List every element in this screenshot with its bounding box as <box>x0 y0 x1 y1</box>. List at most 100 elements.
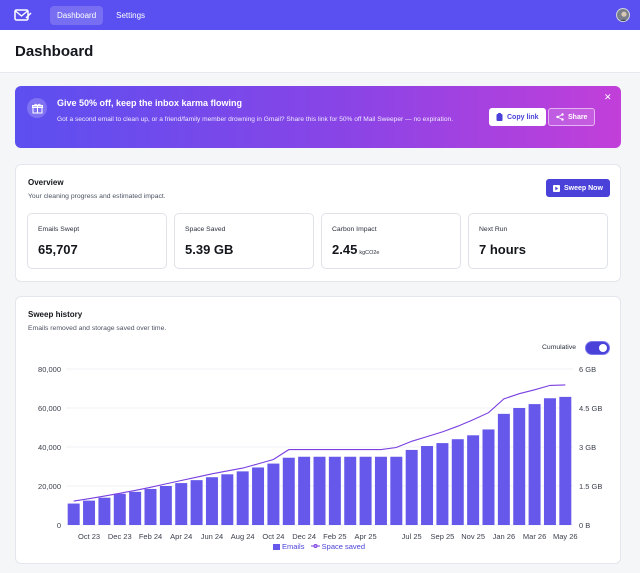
x-tick-label: Apr 24 <box>170 532 192 541</box>
y-right-tick-label: 1.5 GB <box>579 482 602 491</box>
chart-bar[interactable] <box>513 408 526 525</box>
share-button[interactable]: Share <box>548 108 596 126</box>
chart-bar[interactable] <box>359 456 372 525</box>
sweep-now-label: Sweep Now <box>564 184 603 192</box>
chart-bar[interactable] <box>497 413 510 525</box>
x-tick-label: Mar 26 <box>523 532 546 541</box>
chart-bar[interactable] <box>559 396 572 525</box>
sweep-now-button[interactable]: Sweep Now <box>546 179 610 197</box>
x-tick-label: Nov 25 <box>461 532 485 541</box>
x-tick-label: Dec 24 <box>292 532 316 541</box>
chart-bar[interactable] <box>467 435 480 525</box>
stat-value: 65,707 <box>38 242 78 257</box>
y-left-tick-label: 80,000 <box>38 365 61 374</box>
page-title: Dashboard <box>15 43 94 60</box>
chart-bar[interactable] <box>67 503 80 525</box>
chart-bar[interactable] <box>405 449 418 525</box>
top-navbar: Dashboard Settings <box>0 0 640 30</box>
x-tick-label: Feb 24 <box>139 532 162 541</box>
legend-emails[interactable]: Emails <box>272 542 304 551</box>
chart-bar[interactable] <box>205 477 218 525</box>
chart-bar[interactable] <box>175 483 188 525</box>
user-avatar[interactable] <box>616 8 630 22</box>
stat-space-saved: Space Saved 5.39 GB <box>174 213 314 269</box>
chart-bar[interactable] <box>159 486 172 525</box>
chart-bar[interactable] <box>298 456 311 525</box>
y-left-tick-label: 0 <box>57 521 61 530</box>
tab-dashboard[interactable]: Dashboard <box>50 5 104 25</box>
x-tick-label: Jul 25 <box>402 532 422 541</box>
x-tick-label: Oct 23 <box>78 532 100 541</box>
overview-subtitle: Your cleaning progress and estimated imp… <box>28 193 166 200</box>
stat-carbon-impact: Carbon Impact 2.45 kgCO2e <box>321 213 461 269</box>
stat-emails-swept: Emails Swept 65,707 <box>27 213 167 269</box>
y-right-tick-label: 6 GB <box>579 365 596 374</box>
gift-icon <box>27 98 47 118</box>
y-left-tick-label: 20,000 <box>38 482 61 491</box>
chart-bar[interactable] <box>344 456 357 525</box>
share-icon <box>556 113 564 121</box>
chart-bar[interactable] <box>190 480 203 525</box>
chart-bar[interactable] <box>221 474 234 525</box>
history-subtitle: Emails removed and storage saved over ti… <box>28 325 167 332</box>
chart-bar[interactable] <box>436 443 449 525</box>
y-right-tick-label: 0 B <box>579 521 590 530</box>
chart-bar[interactable] <box>98 497 111 525</box>
y-left-tick-label: 60,000 <box>38 404 61 413</box>
x-tick-label: Sep 25 <box>431 532 455 541</box>
toggle-knob <box>599 344 607 352</box>
chart-bar[interactable] <box>236 471 249 525</box>
history-title: Sweep history <box>28 310 83 319</box>
stat-label: Emails Swept <box>38 226 80 233</box>
y-left-tick-label: 40,000 <box>38 443 61 452</box>
copy-link-button[interactable]: Copy link <box>489 108 546 126</box>
chart-bar[interactable] <box>282 457 295 525</box>
chart-bar[interactable] <box>252 467 265 525</box>
x-tick-label: Apr 25 <box>355 532 377 541</box>
stat-value: 7 hours <box>479 242 526 257</box>
chart-bar[interactable] <box>528 404 541 525</box>
chart-bar[interactable] <box>543 398 556 525</box>
promo-title: Give 50% off, keep the inbox karma flowi… <box>57 98 243 108</box>
chart-bar[interactable] <box>267 463 280 525</box>
overview-title: Overview <box>28 178 64 187</box>
chart-bar[interactable] <box>451 439 464 525</box>
referral-banner: Give 50% off, keep the inbox karma flowi… <box>15 86 621 148</box>
chart-bar[interactable] <box>390 456 403 525</box>
x-tick-label: May 26 <box>553 532 578 541</box>
mail-sweeper-logo-icon[interactable] <box>14 7 32 23</box>
cumulative-toggle[interactable] <box>585 341 610 355</box>
play-icon <box>553 184 560 192</box>
tab-settings[interactable]: Settings <box>116 10 146 20</box>
chart-bar[interactable] <box>482 429 495 525</box>
x-tick-label: Oct 24 <box>262 532 284 541</box>
chart-bar[interactable] <box>313 456 326 525</box>
chart-bar[interactable] <box>421 446 434 525</box>
stat-value: 2.45 kgCO2e <box>332 242 380 257</box>
chart-bar[interactable] <box>113 493 126 525</box>
x-tick-label: Jun 24 <box>201 532 224 541</box>
overview-card: Overview Your cleaning progress and esti… <box>15 164 621 282</box>
page-header: Dashboard <box>0 30 640 73</box>
chart-bar[interactable] <box>83 500 96 525</box>
clipboard-icon <box>496 113 503 121</box>
close-icon[interactable]: ✕ <box>604 92 612 102</box>
legend-space-saved[interactable]: Space saved <box>310 542 365 551</box>
stat-label: Carbon Impact <box>332 226 377 233</box>
stat-value: 5.39 GB <box>185 242 234 257</box>
stat-unit: kgCO2e <box>359 250 380 256</box>
x-tick-label: Jan 26 <box>493 532 516 541</box>
x-tick-label: Aug 24 <box>231 532 255 541</box>
chart-bar[interactable] <box>328 456 341 525</box>
chart-legend: Emails Space saved <box>16 542 622 551</box>
space-saved-line <box>73 384 566 502</box>
chart-bar[interactable] <box>144 488 157 525</box>
y-right-tick-label: 3 GB <box>579 443 596 452</box>
cumulative-label: Cumulative <box>542 344 576 351</box>
stat-label: Space Saved <box>185 226 226 233</box>
chart-bar[interactable] <box>129 491 142 525</box>
stat-label: Next Run <box>479 226 508 233</box>
sweep-history-card: Sweep history Emails removed and storage… <box>15 296 621 564</box>
x-tick-label: Dec 23 <box>108 532 132 541</box>
chart-bar[interactable] <box>374 456 387 525</box>
